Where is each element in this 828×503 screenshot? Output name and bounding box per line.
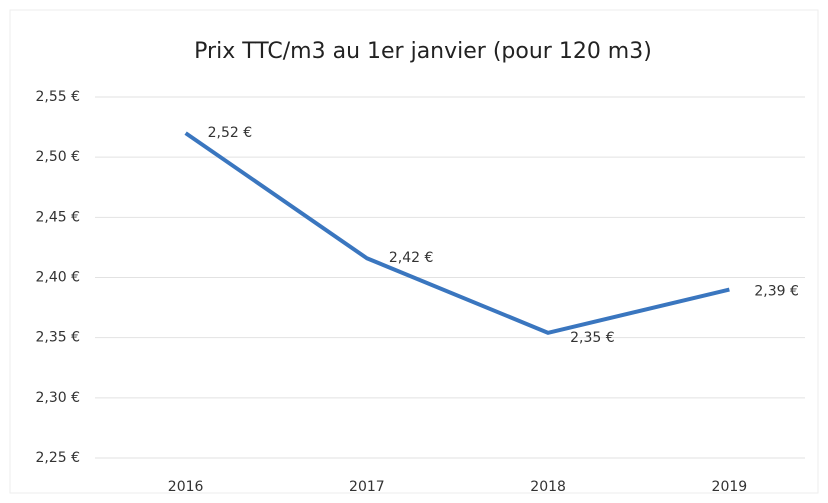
x-tick-label: 2016 bbox=[168, 479, 204, 495]
chart-frame bbox=[9, 9, 819, 494]
chart-title: Prix TTC/m3 au 1er janvier (pour 120 m3) bbox=[194, 39, 652, 64]
data-label: 2,39 € bbox=[754, 284, 799, 300]
data-line bbox=[184, 131, 730, 335]
x-tick-label: 2017 bbox=[349, 479, 385, 495]
y-tick-label: 2,45 € bbox=[35, 209, 80, 225]
data-label: 2,42 € bbox=[389, 250, 434, 266]
y-tick-label: 2,30 € bbox=[35, 390, 80, 406]
y-tick-label: 2,25 € bbox=[35, 450, 80, 466]
data-label: 2,35 € bbox=[570, 330, 615, 346]
y-tick-label: 2,55 € bbox=[35, 89, 80, 105]
y-tick-label: 2,50 € bbox=[35, 149, 80, 165]
x-tick-label: 2018 bbox=[530, 479, 566, 495]
y-tick-label: 2,35 € bbox=[35, 330, 80, 346]
y-tick-label: 2,40 € bbox=[35, 270, 80, 286]
x-tick-label: 2019 bbox=[712, 479, 748, 495]
data-label: 2,52 € bbox=[208, 125, 253, 141]
